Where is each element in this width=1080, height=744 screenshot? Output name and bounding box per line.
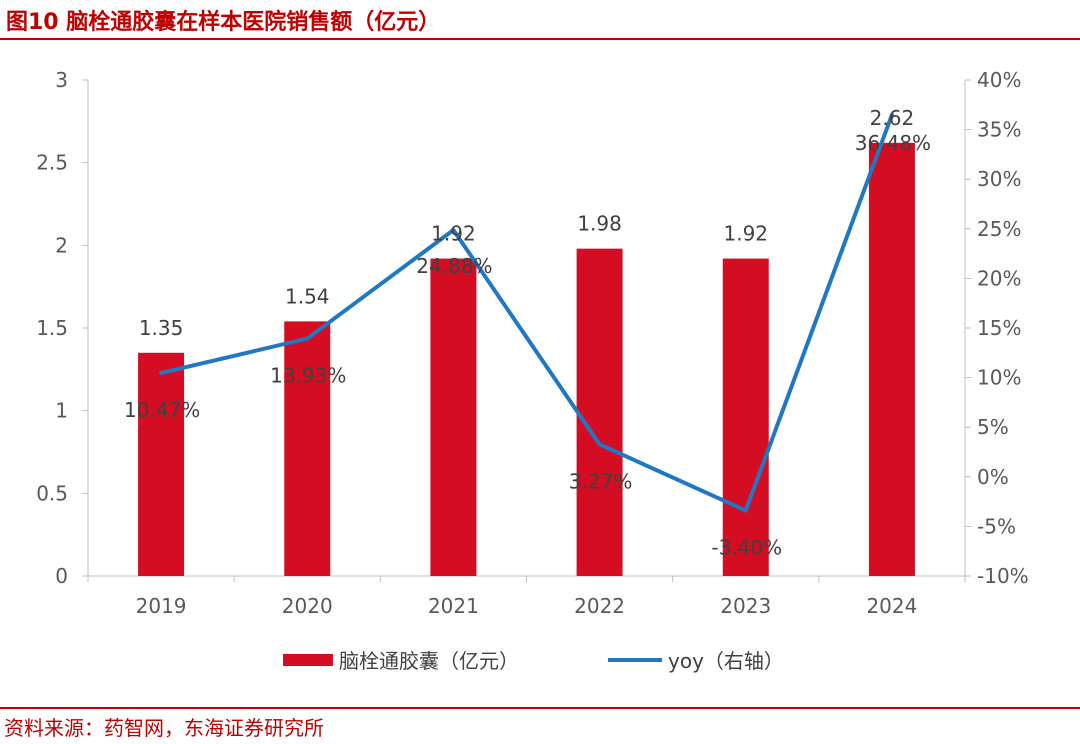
axes: 0 0.5 1 1.5 2 2.5 3 -10% -5% 0% 5% 10% 15% 20% 25% 30% 3…	[36, 68, 1028, 618]
x-axis-tick-label: 2021	[428, 594, 479, 618]
source-note: 资料来源：药智网，东海证券研究所	[4, 716, 324, 740]
bar	[430, 258, 477, 576]
chart: 0 0.5 1 1.5 2 2.5 3 -10% -5% 0% 5% 10% 15% 20% 25% 30% 3…	[36, 68, 1028, 673]
title-divider	[0, 38, 1080, 40]
x-axis-tick-label: 2023	[720, 594, 771, 618]
x-axis-tick-label: 2019	[136, 594, 187, 618]
legend: 脑栓通胶囊（亿元） yoy（右轴）	[283, 649, 784, 673]
bar	[284, 321, 331, 576]
right-axis-tick-label: 20%	[977, 266, 1021, 290]
right-axis-tick-label: 35%	[977, 118, 1021, 142]
left-axis-tick-label: 1.5	[36, 316, 68, 340]
legend-label-bar: 脑栓通胶囊（亿元）	[339, 649, 519, 673]
bar	[868, 142, 915, 576]
bar	[138, 352, 185, 576]
bar-data-label: 2.62	[870, 106, 915, 130]
right-axis-tick-label: 5%	[977, 415, 1009, 439]
figure-title: 图10 脑栓通胶囊在样本医院销售额（亿元）	[6, 10, 441, 35]
yoy-data-label: 10.47%	[124, 398, 200, 422]
bar	[576, 248, 623, 576]
yoy-data-label: 3.27%	[569, 469, 633, 493]
yoy-data-label: -3.40%	[711, 536, 782, 560]
x-axis-tick-label: 2024	[866, 594, 917, 618]
line-series	[159, 112, 894, 513]
left-axis-tick-label: 0.5	[36, 481, 68, 505]
bar-data-label: 1.92	[723, 222, 768, 246]
legend-label-line: yoy（右轴）	[668, 649, 784, 673]
x-axis-tick-label: 2020	[282, 594, 333, 618]
bar-data-label: 1.98	[577, 212, 622, 236]
left-axis-tick-label: 1	[55, 399, 68, 423]
right-axis-tick-label: 10%	[977, 366, 1021, 390]
right-axis-tick-label: 0%	[977, 465, 1009, 489]
yoy-data-label: 13.93%	[270, 364, 346, 388]
bar-data-label: 1.92	[431, 222, 476, 246]
right-axis-tick-label: 40%	[977, 68, 1021, 92]
bar-data-label: 1.54	[285, 284, 330, 308]
left-axis-tick-label: 0	[55, 564, 68, 588]
right-axis-tick-label: 25%	[977, 217, 1021, 241]
yoy-data-label: 24.88%	[416, 254, 492, 278]
left-axis-tick-label: 2	[55, 233, 68, 257]
bar-data-label: 1.35	[139, 316, 184, 340]
left-axis-tick-label: 2.5	[36, 151, 68, 175]
right-axis-tick-label: -10%	[977, 564, 1029, 588]
bar	[722, 258, 769, 576]
right-axis-tick-label: 15%	[977, 316, 1021, 340]
data-labels: 1.35 1.54 1.92 1.98 1.92 2.62 10.47% 13.93% 24.8…	[124, 106, 931, 560]
legend-swatch-bar	[283, 654, 333, 666]
right-axis-tick-label: -5%	[977, 514, 1016, 538]
left-axis-tick-label: 3	[55, 68, 68, 92]
bar-series	[138, 142, 915, 576]
footer-divider	[0, 707, 1080, 709]
x-axis-tick-label: 2022	[574, 594, 625, 618]
yoy-line	[159, 112, 894, 513]
right-axis-tick-label: 30%	[977, 167, 1021, 191]
yoy-data-label: 36.48%	[855, 131, 931, 155]
